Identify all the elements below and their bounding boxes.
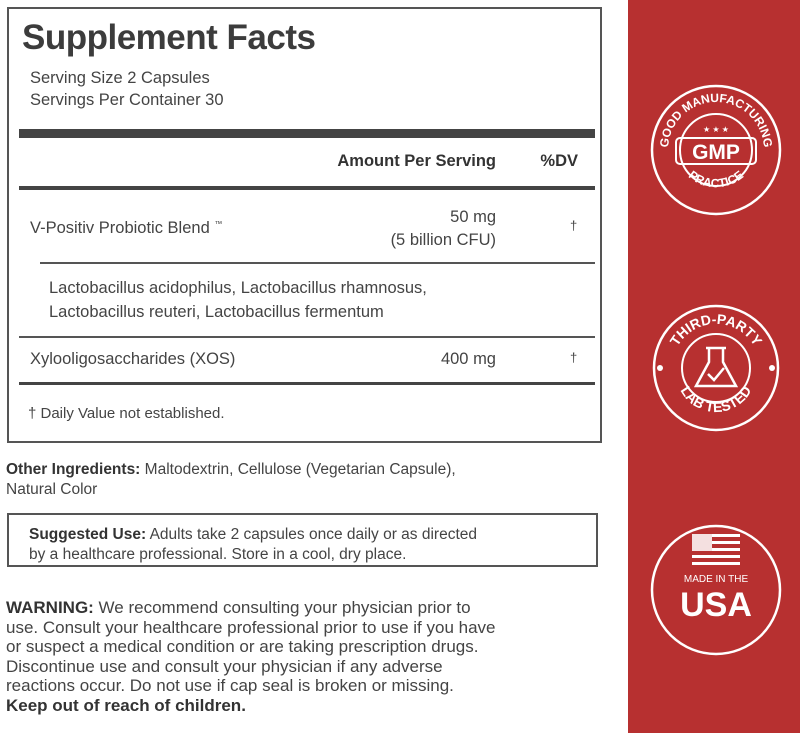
row-amount: 400 mg xyxy=(440,350,496,368)
gmp-center-text: GMP xyxy=(692,141,740,164)
badge-panel: GOOD MANUFACTURING PRACTICE GMP ★ ★ ★ TH… xyxy=(628,0,800,733)
suggested-use-text: Adults take 2 capsules once daily or as … xyxy=(146,526,477,543)
col-amount-header: Amount Per Serving xyxy=(337,152,496,170)
footnote: † Daily Value not established. xyxy=(28,405,225,422)
row-amount: 50 mg xyxy=(450,208,496,226)
lab-bottom-text: LAB TESTED xyxy=(678,383,755,415)
other-ingredients: Other Ingredients: Maltodextrin, Cellulo… xyxy=(6,460,606,500)
gmp-top-text: GOOD MANUFACTURING xyxy=(657,91,775,148)
flask-check-icon: THIRD-PARTY LAB TESTED xyxy=(652,304,780,432)
usa-big-text: USA xyxy=(680,586,752,624)
warning-final: Keep out of reach of children. xyxy=(6,695,246,715)
facts-title: Supplement Facts xyxy=(22,18,316,57)
blend-line-1: Lactobacillus acidophilus, Lactobacillus… xyxy=(49,279,427,297)
warning-line: or suspect a medical condition or are ta… xyxy=(6,637,479,656)
warning-line: We recommend consulting your physician p… xyxy=(93,598,471,617)
servings-per-container: Servings Per Container 30 xyxy=(30,91,224,109)
suggested-use-label: Suggested Use: xyxy=(29,526,147,543)
serving-size: Serving Size 2 Capsules xyxy=(30,69,210,87)
gmp-seal-icon: GOOD MANUFACTURING PRACTICE GMP ★ ★ ★ xyxy=(650,84,782,216)
row-dv: † xyxy=(570,350,578,365)
supplement-facts-panel xyxy=(7,7,602,443)
ingredient-name: V-Positiv Probiotic Blend xyxy=(30,219,210,237)
suggested-use-box: Suggested Use: Adults take 2 capsules on… xyxy=(7,513,598,567)
divider xyxy=(40,262,595,264)
gmp-bottom-text: PRACTICE xyxy=(686,168,746,191)
other-ingredients-text: Natural Color xyxy=(6,481,98,498)
warning-line: reactions occur. Do not use if cap seal … xyxy=(6,676,454,695)
row-name: Xylooligosaccharides (XOS) xyxy=(30,350,236,368)
svg-text:★ ★ ★: ★ ★ ★ xyxy=(703,125,729,134)
other-ingredients-label: Other Ingredients: xyxy=(6,461,141,478)
us-flag-icon xyxy=(692,534,740,565)
usa-small-text: MADE IN THE xyxy=(684,574,749,585)
divider xyxy=(19,336,595,338)
warning-line: Discontinue use and consult your physici… xyxy=(6,656,443,676)
usa-badge-icon: MADE IN THE USA xyxy=(650,524,782,656)
row-amount-cfu: (5 billion CFU) xyxy=(390,231,496,249)
other-ingredients-text: Maltodextrin, Cellulose (Vegetarian Caps… xyxy=(140,461,456,478)
warning-block: WARNING: We recommend consulting your ph… xyxy=(6,598,626,715)
row-dv: † xyxy=(570,218,578,233)
trademark: ™ xyxy=(214,219,223,229)
divider xyxy=(19,382,595,385)
warning-line: use. Consult your healthcare professiona… xyxy=(6,617,496,637)
blend-line-2: Lactobacillus reuteri, Lactobacillus fer… xyxy=(49,303,384,321)
row-name: V-Positiv Probiotic Blend ™ xyxy=(30,219,222,238)
warning-label: WARNING: xyxy=(6,598,94,617)
thick-divider xyxy=(19,129,595,138)
suggested-use-text: by a healthcare professional. Store in a… xyxy=(29,546,407,563)
header-divider xyxy=(19,186,595,190)
col-dv-header: %DV xyxy=(540,152,578,170)
